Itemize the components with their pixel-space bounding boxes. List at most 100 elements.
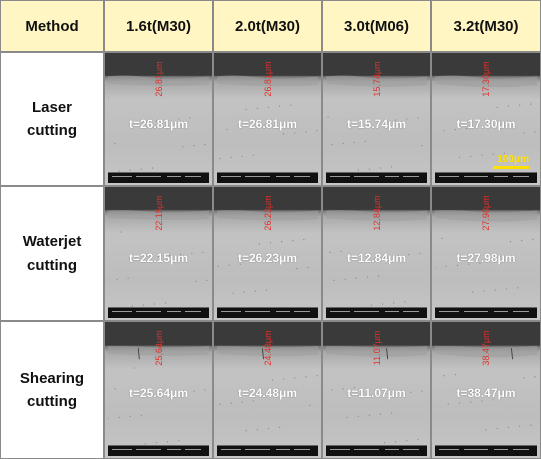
surface-speck: [140, 414, 142, 416]
header-col-1: 1.6t(M30): [104, 0, 213, 52]
thickness-label: t=26.23μm: [237, 251, 298, 265]
surface-speck: [421, 390, 423, 392]
surface-speck: [443, 130, 445, 132]
thickness-label: t=24.48μm: [237, 386, 298, 400]
measurement-label: 27.98μm: [480, 195, 492, 231]
sem-image: 38.47μm t=38.47μm: [431, 321, 541, 459]
surface-speck: [454, 373, 457, 376]
header-col-2: 2.0t(M30): [213, 0, 322, 52]
surface-speck: [283, 133, 285, 135]
surface-speck: [333, 279, 335, 282]
surface-speck: [202, 251, 204, 254]
surface-speck: [496, 106, 498, 108]
row-label-line1: Shearing: [19, 369, 85, 387]
surface-speck: [377, 275, 380, 277]
scale-bar-label: 100μm: [497, 154, 529, 165]
coating-layer: [108, 75, 209, 86]
surface-speck: [472, 291, 474, 293]
surface-speck: [164, 302, 167, 304]
thickness-label: t=11.07μm: [347, 386, 406, 400]
surface-speck: [171, 392, 173, 394]
surface-speck: [155, 120, 158, 122]
surface-speck: [279, 105, 281, 107]
sem-info-bar: [108, 172, 209, 183]
surface-speck: [534, 131, 536, 133]
micrograph-texture: [217, 346, 318, 432]
surface-speck: [419, 252, 421, 255]
surface-speck: [435, 266, 436, 269]
measurement-value: 26.81μm: [262, 61, 273, 97]
surface-speck: [127, 277, 129, 279]
surface-speck: [519, 104, 521, 106]
surface-speck: [116, 278, 118, 280]
edge-crack: [137, 348, 140, 360]
measurement-label: 15.74μm: [371, 61, 383, 97]
measurement-value: 12.84μm: [371, 195, 382, 231]
coating-layer: [326, 75, 427, 87]
surface-speck: [258, 243, 261, 245]
surface-speck: [144, 443, 146, 445]
surface-speck: [166, 441, 169, 443]
surface-speck: [383, 120, 386, 122]
micrograph-texture: [326, 346, 427, 444]
surface-speck: [406, 439, 408, 442]
sem-info-bar: [217, 172, 318, 183]
surface-speck: [379, 413, 382, 415]
surface-speck: [346, 416, 348, 419]
surface-speck: [180, 253, 182, 256]
surface-speck: [140, 168, 142, 170]
surface-speck: [182, 391, 184, 393]
header-col-3: 3.0t(M06): [322, 0, 431, 52]
surface-speck: [532, 238, 534, 241]
surface-speck: [256, 107, 259, 109]
surface-speck: [108, 417, 109, 420]
surface-speck: [470, 155, 472, 157]
measurement-label: 26.81μm: [153, 61, 165, 97]
coating-layer: [326, 346, 427, 357]
micrograph-texture: [217, 75, 318, 160]
row-label-waterjet: Waterjet cutting: [0, 186, 104, 321]
surface-speck: [395, 119, 397, 121]
surface-speck: [133, 367, 135, 369]
surface-speck: [507, 426, 510, 429]
coating-layer: [217, 346, 318, 357]
surface-speck: [485, 428, 487, 431]
surface-speck: [144, 121, 146, 123]
surface-speck: [256, 428, 259, 431]
surface-speck: [344, 278, 346, 280]
surface-speck: [254, 290, 256, 292]
surface-speck: [166, 119, 169, 121]
surface-speck: [331, 143, 333, 146]
surface-speck: [204, 143, 206, 146]
surface-speck: [445, 265, 447, 268]
coating-layer: [217, 210, 318, 221]
surface-speck: [523, 132, 525, 134]
surface-speck: [245, 108, 247, 111]
surface-speck: [481, 400, 483, 402]
surface-speck: [342, 388, 344, 390]
surface-speck: [519, 425, 521, 427]
surface-speck: [294, 132, 296, 134]
header-method: Method: [0, 0, 104, 52]
row-label-line1: Waterjet: [22, 233, 82, 251]
micrograph: 26.81μm t=26.81μm: [217, 55, 318, 183]
surface-speck: [129, 415, 131, 418]
sem-info-bar: [435, 172, 537, 183]
surface-speck: [206, 279, 208, 282]
surface-speck: [243, 291, 245, 293]
surface-speck: [157, 256, 160, 258]
surface-speck: [357, 415, 359, 418]
surface-speck: [406, 118, 408, 120]
sem-image: 26.81μm t=26.81μm: [104, 52, 213, 186]
surface-speck: [494, 289, 496, 291]
surface-speck: [470, 401, 472, 403]
measurement-label: 25.64μm: [153, 330, 165, 366]
surface-speck: [292, 239, 294, 242]
sem-info-bar: [326, 172, 427, 183]
surface-speck: [410, 391, 412, 393]
coating-layer: [108, 346, 209, 356]
surface-speck: [193, 390, 195, 392]
surface-speck: [118, 416, 120, 419]
surface-speck: [142, 304, 144, 306]
micrograph: 12.84μm t=12.84μm: [326, 189, 427, 318]
